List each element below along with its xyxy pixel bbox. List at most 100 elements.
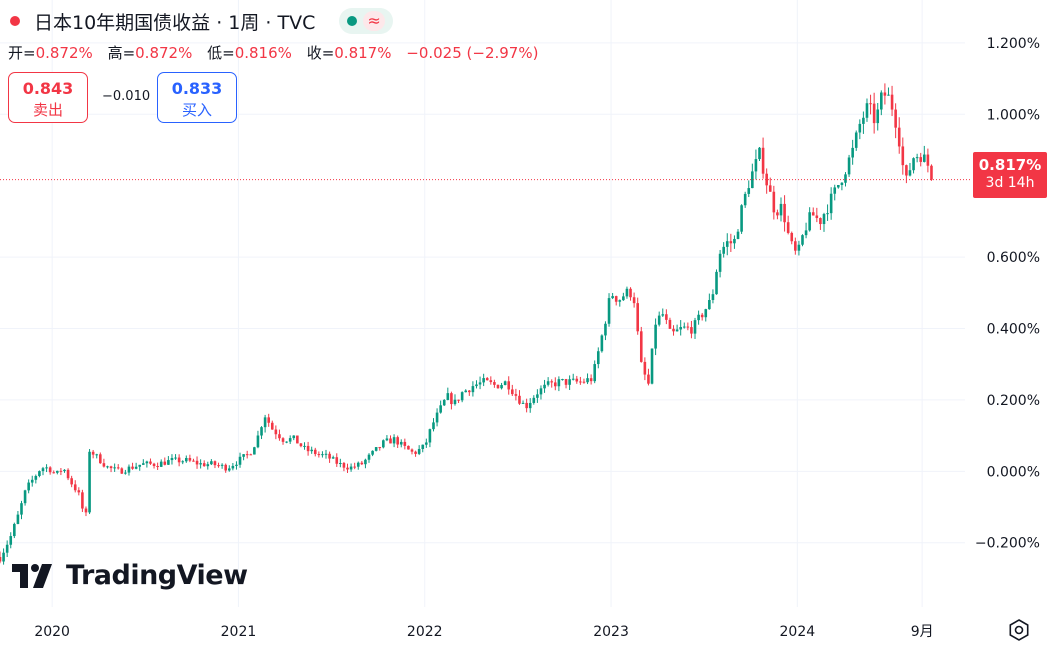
candle-body <box>84 508 88 513</box>
candle-body <box>471 386 475 393</box>
candle-body <box>468 390 471 393</box>
candle-body <box>174 457 177 459</box>
candle-body <box>493 382 496 385</box>
candle-body <box>536 394 539 398</box>
symbol-header[interactable]: 日本10年期国债收益 · 1周 · TVC ≈ <box>10 6 393 36</box>
candle-body <box>715 271 718 295</box>
candle-body <box>722 246 725 254</box>
candle-body <box>808 212 811 231</box>
candle-body <box>328 453 331 459</box>
candle-body <box>905 165 908 176</box>
tradingview-logo[interactable]: TradingView <box>12 560 248 591</box>
candle-body <box>238 456 242 465</box>
candle-body <box>210 461 213 465</box>
candle-body <box>439 405 442 413</box>
tradingview-logo-text: TradingView <box>66 560 248 591</box>
candle-body <box>378 447 382 449</box>
candle-body <box>725 241 729 247</box>
x-tick-label: 2024 <box>780 624 816 640</box>
candle-body <box>869 103 872 105</box>
candle-body <box>109 466 113 469</box>
candle-body <box>353 466 356 468</box>
candle-body <box>496 384 500 389</box>
candle-body <box>156 466 159 468</box>
candle-body <box>30 479 34 483</box>
candle-body <box>16 514 20 524</box>
candle-body <box>367 454 371 460</box>
candle-body <box>59 470 63 472</box>
candle-body <box>801 235 804 245</box>
candle-body <box>23 490 27 504</box>
candle-body <box>0 557 2 562</box>
candle-series <box>0 83 933 565</box>
candle-body <box>765 173 768 186</box>
candle-body <box>500 385 503 389</box>
candle-body <box>819 218 822 225</box>
candle-body <box>91 451 95 455</box>
candle-body <box>217 465 220 467</box>
symbol-title[interactable]: 日本10年期国债收益 · 1周 · TVC <box>34 11 316 34</box>
candle-body <box>321 454 324 456</box>
candle-body <box>901 146 905 166</box>
candle-body <box>697 314 700 321</box>
candle-body <box>274 429 278 435</box>
candle-body <box>837 184 840 188</box>
candle-body <box>45 467 48 469</box>
candle-body <box>360 462 364 465</box>
candle-body <box>475 384 478 387</box>
open-value: 0.872% <box>35 44 93 62</box>
y-tick-label: 1.000% <box>987 107 1040 123</box>
candle-body <box>550 381 554 383</box>
candle-body <box>356 462 360 467</box>
candle-body <box>317 454 321 456</box>
candle-body <box>761 147 765 174</box>
candle-body <box>915 157 919 159</box>
candle-body <box>27 482 30 491</box>
candle-body <box>650 348 654 384</box>
candle-body <box>63 469 66 472</box>
low-label: 低= <box>207 44 235 62</box>
candle-body <box>883 92 887 96</box>
candle-body <box>700 314 704 318</box>
y-tick-label: 0.400% <box>987 321 1040 337</box>
candle-body <box>206 464 210 467</box>
candle-body <box>220 464 224 466</box>
candle-body <box>421 444 425 449</box>
candle-body <box>815 215 819 219</box>
sell-button[interactable]: 0.843 卖出 <box>8 72 88 123</box>
candle-body <box>177 457 181 463</box>
candle-body <box>260 427 263 436</box>
candle-body <box>389 438 392 444</box>
candle-body <box>528 402 532 409</box>
x-tick-label: 2023 <box>593 624 629 640</box>
candle-body <box>5 544 9 553</box>
candle-body <box>561 379 564 381</box>
y-tick-label: 0.200% <box>987 393 1040 409</box>
candle-body <box>331 457 335 459</box>
y-tick-label: 0.000% <box>987 464 1040 480</box>
candle-body <box>310 449 313 452</box>
candle-body <box>511 389 514 395</box>
candle-body <box>518 395 521 404</box>
candle-body <box>267 417 270 423</box>
candle-body <box>249 454 253 456</box>
candle-body <box>783 203 786 223</box>
candle-body <box>786 222 790 233</box>
candle-body <box>847 157 851 175</box>
candle-body <box>288 438 292 442</box>
candle-body <box>52 472 56 474</box>
candle-body <box>453 399 457 405</box>
spread-value: −0.010 <box>102 89 151 104</box>
candle-body <box>797 244 801 251</box>
buy-button[interactable]: 0.833 买入 <box>157 72 237 123</box>
chart-settings-icon[interactable] <box>1006 617 1032 643</box>
market-status-pill[interactable]: ≈ <box>339 8 393 34</box>
candle-body <box>231 465 235 469</box>
candle-body <box>654 324 657 349</box>
candle-body <box>99 454 102 464</box>
x-tick-label: 2020 <box>34 624 70 640</box>
candle-body <box>643 361 647 375</box>
candle-body <box>779 203 783 216</box>
candle-body <box>675 329 679 332</box>
